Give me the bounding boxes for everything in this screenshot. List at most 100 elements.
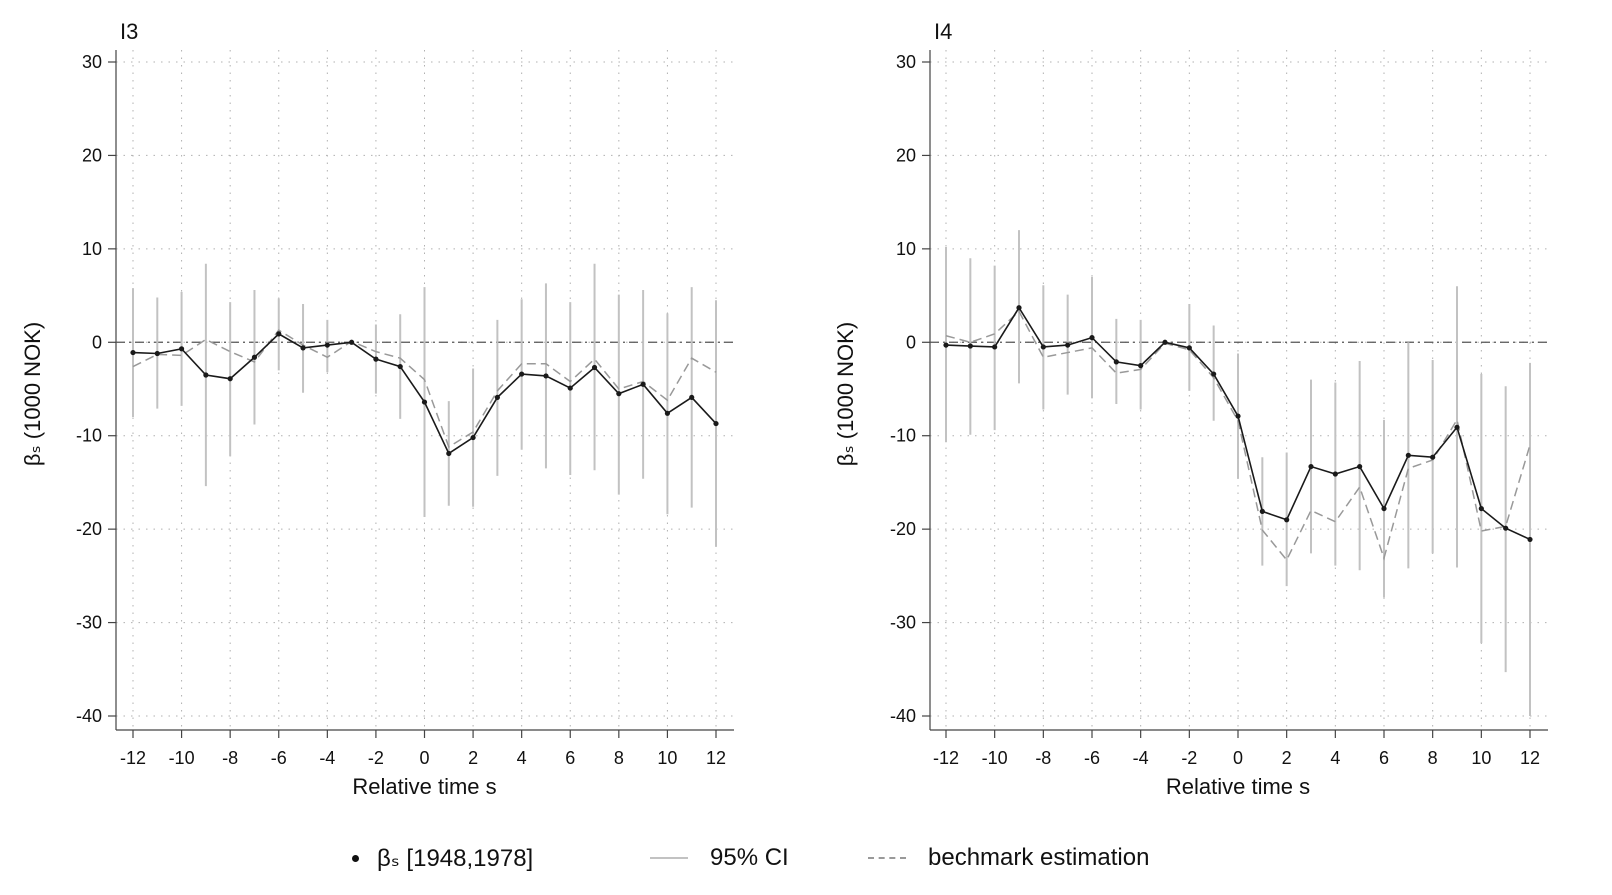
estimate-point: [1357, 463, 1363, 470]
estimate-point: [397, 363, 403, 370]
estimate-point: [1162, 339, 1168, 345]
x-tick-label: -6: [1084, 748, 1100, 768]
estimate-point: [1113, 359, 1119, 365]
benchmark-line: [945, 310, 1531, 562]
legend-solid-line-icon: [650, 857, 688, 859]
x-tick-label: 8: [614, 748, 624, 768]
estimate-point: [154, 350, 160, 357]
estimate-point: [227, 376, 233, 382]
x-tick-label: -8: [222, 748, 238, 768]
y-tick-label: -30: [76, 613, 102, 633]
estimate-point: [1430, 454, 1436, 460]
estimate-point: [1016, 305, 1022, 311]
x-tick-label: -10: [982, 748, 1008, 768]
estimate-point: [640, 381, 646, 387]
y-tick-label: 0: [906, 332, 916, 352]
estimate-point: [251, 354, 258, 360]
estimate-point: [1040, 344, 1046, 350]
estimate-point: [664, 410, 671, 416]
estimate-point: [178, 346, 185, 352]
legend-item-benchmark: bechmark estimation: [868, 838, 1149, 878]
x-tick-label: -12: [120, 748, 146, 768]
x-tick-label: -12: [933, 748, 959, 768]
y-tick-label: 20: [82, 145, 102, 165]
estimate-point: [421, 399, 428, 405]
estimate-point: [276, 331, 282, 337]
x-tick-label: 0: [419, 748, 429, 768]
y-tick-label: -40: [890, 706, 916, 726]
x-tick-label: 6: [565, 748, 575, 768]
estimate-point: [567, 385, 573, 391]
y-tick-label: 10: [896, 239, 916, 259]
estimate-point: [1527, 536, 1533, 543]
legend-label-estimate: βₛ [1948,1978]: [377, 844, 534, 872]
estimate-point: [1503, 525, 1509, 531]
x-tick-label: 0: [1233, 748, 1243, 768]
y-tick-label: 10: [82, 239, 102, 259]
x-tick-label: 8: [1428, 748, 1438, 768]
x-tick-label: 2: [1282, 748, 1292, 768]
estimate-point: [1211, 371, 1217, 377]
estimate-point: [446, 450, 452, 457]
x-tick-label: 4: [1330, 748, 1340, 768]
estimate-point: [494, 394, 500, 401]
estimate-point: [470, 434, 476, 441]
y-tick-label: -20: [890, 519, 916, 539]
x-tick-label: -4: [319, 748, 335, 768]
x-tick-label: -2: [1181, 748, 1197, 768]
y-tick-label: 0: [92, 332, 102, 352]
estimate-point: [591, 364, 598, 371]
estimate-point: [373, 356, 379, 362]
legend-item-ci: 95% CI: [650, 838, 789, 878]
legend-label-ci: 95% CI: [710, 844, 789, 871]
estimate-point: [616, 391, 622, 397]
x-tick-label: 12: [706, 748, 726, 768]
y-tick-label: 30: [896, 52, 916, 72]
legend-label-benchmark: bechmark estimation: [928, 844, 1150, 871]
estimate-point: [1259, 508, 1265, 514]
x-tick-label: 10: [1471, 748, 1491, 768]
y-tick-label: -10: [76, 426, 102, 446]
panel-title: I4: [934, 19, 952, 44]
x-tick-label: 4: [517, 748, 527, 768]
panel-title: I3: [120, 19, 138, 44]
y-tick-label: -20: [76, 519, 102, 539]
estimate-point: [543, 373, 549, 379]
legend: βₛ [1948,1978] 95% CI bechmark estimatio…: [0, 838, 1612, 878]
estimate-point: [967, 343, 973, 349]
y-tick-label: 30: [82, 52, 102, 72]
x-tick-label: -10: [169, 748, 195, 768]
y-tick-label: -40: [76, 706, 102, 726]
estimate-point: [324, 342, 330, 348]
legend-item-estimate: βₛ [1948,1978]: [352, 838, 533, 878]
estimate-point: [519, 371, 525, 377]
x-tick-label: 12: [1520, 748, 1540, 768]
benchmark-line: [132, 329, 717, 449]
estimate-point: [300, 345, 306, 351]
y-axis-label: βₛ (1000 NOK): [833, 322, 858, 466]
estimate-point: [1089, 335, 1095, 341]
y-tick-label: -30: [890, 613, 916, 633]
y-tick-label: -10: [890, 426, 916, 446]
x-tick-label: 10: [657, 748, 677, 768]
estimate-point: [992, 344, 998, 350]
estimate-point: [1235, 413, 1241, 419]
x-tick-label: 2: [468, 748, 478, 768]
x-axis-label: Relative time s: [1166, 774, 1310, 799]
x-tick-label: -8: [1035, 748, 1051, 768]
estimate-point: [1478, 505, 1484, 512]
estimate-point: [1284, 517, 1290, 523]
x-tick-label: 6: [1379, 748, 1389, 768]
x-tick-label: -4: [1133, 748, 1149, 768]
estimate-point: [1308, 463, 1314, 470]
estimate-point: [943, 342, 949, 348]
x-axis-label: Relative time s: [352, 774, 496, 799]
estimate-point: [1065, 342, 1071, 348]
estimate-point: [1405, 452, 1411, 458]
x-tick-label: -2: [368, 748, 384, 768]
y-tick-label: 20: [896, 145, 916, 165]
estimate-point: [1454, 424, 1460, 430]
estimate-point: [130, 349, 136, 356]
